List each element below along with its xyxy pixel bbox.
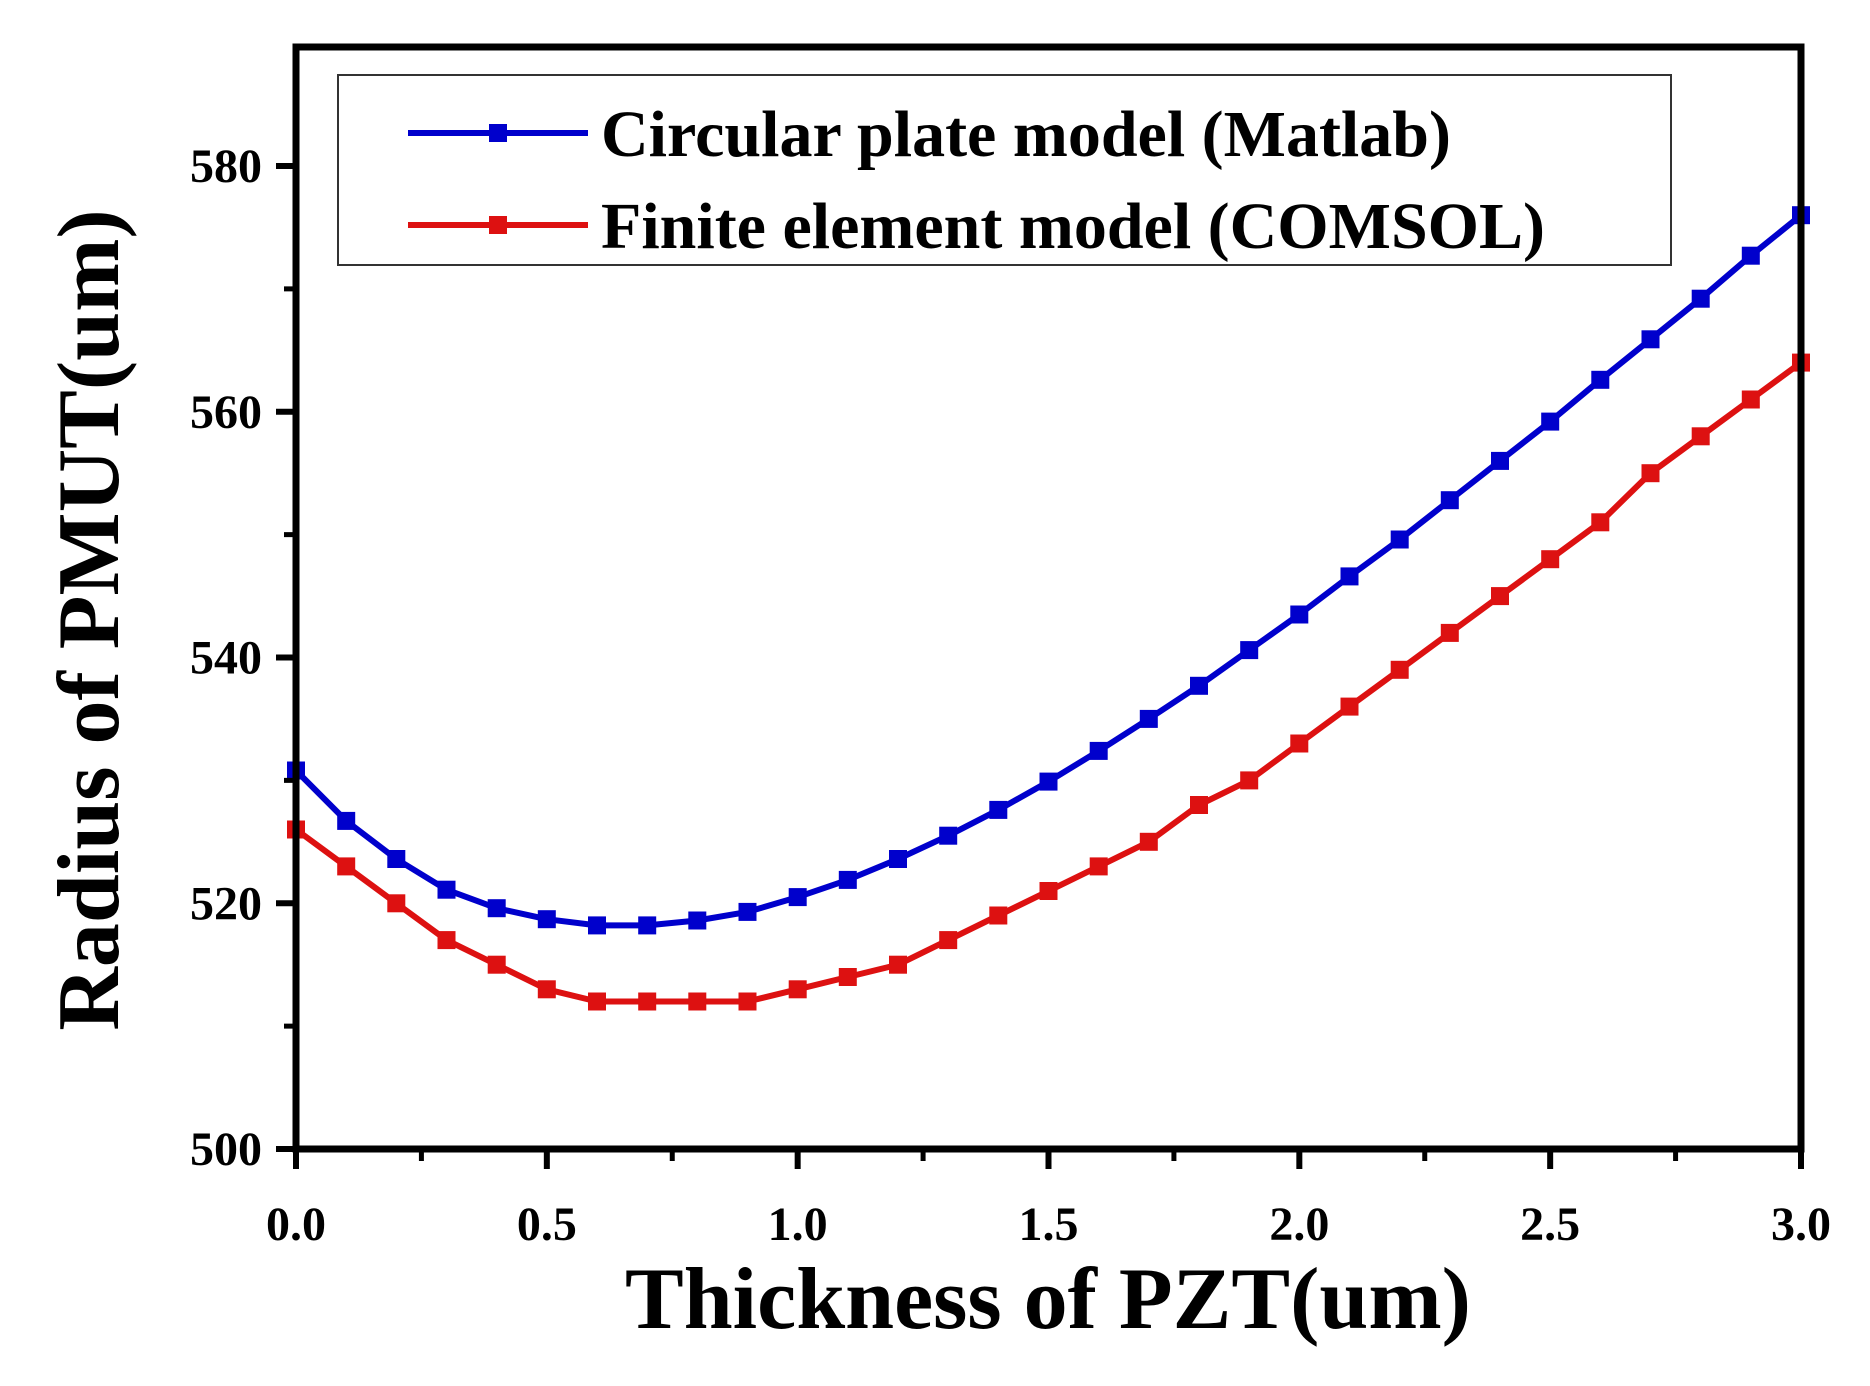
x-tick-label: 3.0 xyxy=(1771,1198,1831,1251)
series-0-point xyxy=(487,899,506,918)
series-1-point xyxy=(1240,771,1259,790)
series-1-point xyxy=(1641,464,1660,483)
series-1-point xyxy=(1440,623,1459,642)
series-1-point xyxy=(1340,697,1359,716)
series-0-point xyxy=(939,826,958,845)
y-tick-label: 500 xyxy=(190,1123,262,1176)
series-1-point xyxy=(838,968,857,986)
series-0-point xyxy=(638,916,657,935)
series-0-point xyxy=(1190,676,1208,695)
axis-tick-labels: 0.0 0.5 1.0 1.5 2.0 2.5 3.0 500 520 540 560 580 xyxy=(190,140,1831,1251)
series-0-point xyxy=(1691,289,1710,308)
series-1-point xyxy=(1390,660,1409,679)
series-1-point xyxy=(889,955,907,974)
series-1-point xyxy=(738,992,757,1011)
series-0-point xyxy=(588,916,606,935)
series-0-point xyxy=(738,902,757,921)
series-1-point xyxy=(1741,390,1760,409)
series-0-point xyxy=(1541,412,1560,431)
series-line-0 xyxy=(293,212,1803,929)
series-0-point xyxy=(1741,246,1760,265)
series-1-point xyxy=(1541,550,1560,569)
series-1-point xyxy=(387,894,406,913)
series-0-point xyxy=(1340,567,1359,586)
legend-label-matlab: Circular plate model (Matlab) xyxy=(601,98,1451,171)
x-tick-label: 2.0 xyxy=(1269,1198,1329,1251)
series-1-point xyxy=(337,857,356,876)
y-axis-title: Radius of PMUT(um) xyxy=(41,209,138,1030)
series-0-point xyxy=(337,811,356,830)
series-1-point xyxy=(1290,734,1309,753)
x-tick-label: 2.5 xyxy=(1520,1198,1580,1251)
series-1-point xyxy=(1691,427,1710,446)
series-0-point xyxy=(1139,709,1158,728)
series-0-point xyxy=(788,888,807,907)
series-1-point xyxy=(939,931,958,950)
series-1-point xyxy=(638,992,657,1011)
series-1-point xyxy=(1039,882,1058,900)
series-0-point xyxy=(889,850,907,868)
series-0-point xyxy=(838,870,857,889)
series-0-point xyxy=(1440,491,1459,510)
series-0-point xyxy=(688,911,707,930)
x-tick-label: 1.5 xyxy=(1019,1198,1079,1251)
x-tick-label: 0.0 xyxy=(266,1198,326,1251)
series-0-point xyxy=(1491,451,1509,470)
series-1-point xyxy=(537,980,556,999)
legend-marker-comsol xyxy=(489,216,507,234)
y-tick-label: 540 xyxy=(190,632,262,685)
axis-ticks xyxy=(276,163,1804,1169)
series-1-point xyxy=(989,906,1008,925)
y-tick-label: 580 xyxy=(190,140,262,193)
series-1-point xyxy=(788,980,807,999)
series-1-point xyxy=(487,955,506,974)
plot-markers xyxy=(287,206,1810,1011)
series-0-point xyxy=(1240,641,1259,660)
series-0-point xyxy=(437,880,456,899)
x-tick-label: 0.5 xyxy=(517,1198,577,1251)
legend-label-comsol: Finite element model (COMSOL) xyxy=(601,190,1545,263)
legend: Circular plate model (Matlab) Finite ele… xyxy=(337,74,1672,266)
series-0-point xyxy=(1591,370,1610,389)
series-0-point xyxy=(1039,772,1058,791)
series-1-point xyxy=(588,992,606,1011)
series-1-point xyxy=(1190,796,1208,814)
x-axis-title: Thickness of PZT(um) xyxy=(625,1251,1471,1348)
series-0-point xyxy=(1641,330,1660,349)
series-0-point xyxy=(989,800,1008,819)
series-1-point xyxy=(1491,587,1509,606)
series-1-point xyxy=(1089,857,1108,876)
legend-box xyxy=(337,74,1672,266)
series-1-point xyxy=(437,931,456,950)
legend-marker-matlab xyxy=(489,124,507,142)
series-0-point xyxy=(1290,605,1309,624)
series-0-point xyxy=(387,850,406,868)
series-1-point xyxy=(688,992,707,1011)
x-tick-label: 1.0 xyxy=(768,1198,828,1251)
series-1-point xyxy=(1139,832,1158,851)
series-line-1 xyxy=(294,360,1803,1005)
y-tick-label: 520 xyxy=(190,877,262,930)
series-0-point xyxy=(537,910,556,929)
series-1-point xyxy=(1591,513,1610,532)
y-tick-label: 560 xyxy=(190,386,262,439)
series-0-point xyxy=(1089,741,1108,760)
series-0-point xyxy=(1390,530,1409,549)
